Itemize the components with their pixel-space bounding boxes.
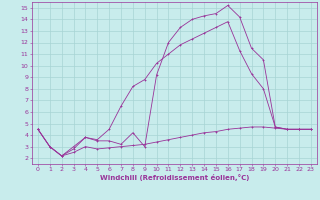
X-axis label: Windchill (Refroidissement éolien,°C): Windchill (Refroidissement éolien,°C): [100, 174, 249, 181]
